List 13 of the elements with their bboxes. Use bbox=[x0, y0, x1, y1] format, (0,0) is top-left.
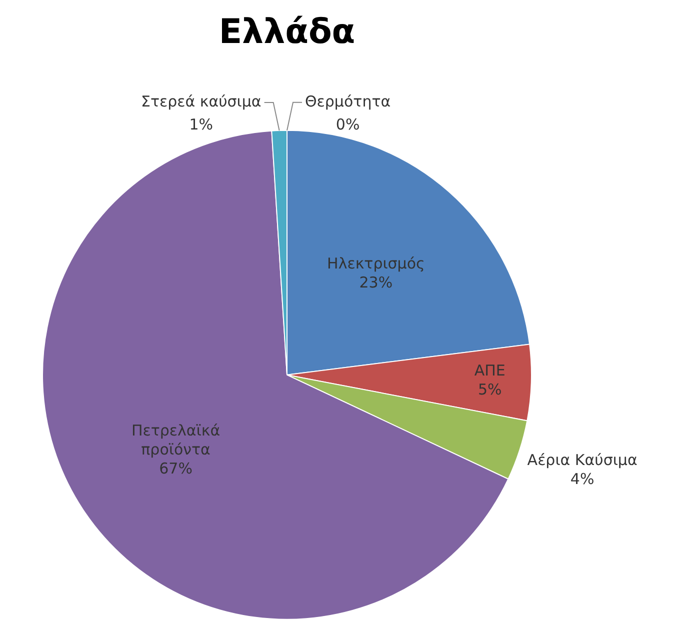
data-label: 23% bbox=[359, 273, 393, 292]
slice-label: Αέρια Καύσιμα bbox=[527, 451, 638, 470]
chart-title: Ελλάδα bbox=[218, 12, 356, 52]
data-label: 5% bbox=[478, 380, 502, 399]
data-label: 4% bbox=[570, 470, 594, 488]
slice-label: ΑΠΕ bbox=[474, 362, 506, 380]
slice-label: Στερεά καύσιμα bbox=[140, 92, 262, 110]
text: 0% bbox=[336, 115, 360, 134]
data-label: 67% bbox=[159, 459, 192, 478]
category-label: Θερμότητα bbox=[305, 92, 391, 110]
data-label: 1% bbox=[189, 115, 214, 134]
slice-label: Ηλεκτρισμός bbox=[327, 254, 425, 272]
slice-label: Πετρελαϊκά προϊόντα bbox=[131, 421, 220, 458]
